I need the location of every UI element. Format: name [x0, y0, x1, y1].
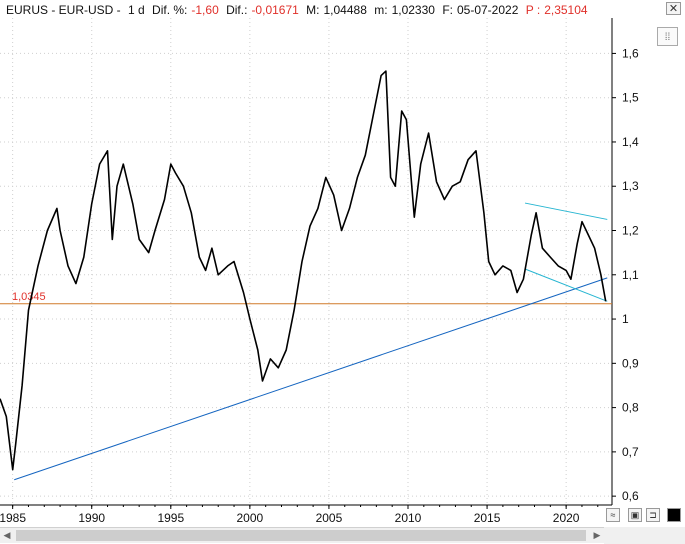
dif-value: -0,01671	[251, 3, 299, 17]
status-corner	[604, 527, 685, 544]
price-series	[0, 70, 607, 471]
min-label: m:	[374, 3, 388, 17]
y-tick-label: 0,8	[622, 401, 639, 415]
horizontal-level: 1,0345	[0, 291, 612, 305]
x-tick-label: 2010	[395, 511, 422, 525]
price-chart[interactable]: 0,6 0,7 0,8 0,9 1 1,1 1,2 1,3 1,4 1,5 1,6 1985 1990…	[0, 0, 685, 527]
horizontal-scrollbar[interactable]: ◀ ▶	[0, 527, 604, 543]
maximize-icon[interactable]: ⊐	[646, 508, 660, 522]
trendline-channel-lower[interactable]	[524, 268, 608, 302]
grid-lines	[0, 18, 612, 505]
x-tick-label: 1995	[157, 511, 184, 525]
x-tick-label: 2005	[316, 511, 343, 525]
trendlines	[14, 202, 608, 481]
y-tick-label: 1,5	[622, 91, 639, 105]
x-tick-label: 2015	[474, 511, 501, 525]
chart-header: EURUS - EUR-USD - 1 d Dif. %: -1,60 Dif.:…	[6, 3, 592, 17]
x-tick-label: 1985	[0, 511, 26, 525]
price-value: 2,35104	[544, 3, 588, 17]
y-tick-label: 1,2	[622, 224, 639, 238]
x-axis-ticks: 1985 1990 1995 2000 2005 2010 2015 2020	[0, 505, 599, 525]
y-tick-label: 0,9	[622, 356, 639, 370]
interval-label[interactable]: 1 d	[128, 3, 145, 17]
color-swatch-icon[interactable]	[667, 508, 681, 522]
x-tick-label: 1990	[78, 511, 105, 525]
date-label: F:	[442, 3, 453, 17]
max-value: 1,04488	[323, 3, 367, 17]
pin-icon[interactable]: ≈	[606, 508, 620, 522]
price-label: P :	[525, 3, 541, 17]
level-label: 1,0345	[12, 291, 46, 303]
y-tick-label: 1	[622, 312, 629, 326]
dif-label: Dif.:	[226, 3, 248, 17]
y-tick-label: 1,1	[622, 268, 639, 282]
scroll-right-arrow-icon[interactable]: ▶	[593, 530, 601, 540]
max-label: M:	[306, 3, 320, 17]
y-tick-label: 0,6	[622, 489, 639, 503]
min-value: 1,02330	[391, 3, 435, 17]
chart-scale-icon[interactable]: ⁞⁞	[657, 27, 678, 46]
trendline-support[interactable]	[14, 277, 608, 481]
price-line	[0, 70, 607, 471]
x-tick-label: 2000	[237, 511, 264, 525]
trendline-channel-upper[interactable]	[524, 202, 608, 220]
dif-pct-label: Dif. %:	[152, 3, 188, 17]
symbol-label: EURUS - EUR-USD -	[6, 3, 121, 17]
save-icon[interactable]: ▣	[628, 508, 642, 522]
y-tick-label: 1,4	[622, 135, 639, 149]
dif-pct-value: -1,60	[191, 3, 219, 17]
x-tick-label: 2020	[553, 511, 580, 525]
y-tick-label: 1,6	[622, 46, 639, 60]
date-value: 05-07-2022	[456, 3, 519, 17]
y-tick-label: 0,7	[622, 445, 639, 459]
scroll-thumb[interactable]	[16, 530, 586, 541]
y-axis-ticks: 0,6 0,7 0,8 0,9 1 1,1 1,2 1,3 1,4 1,5 1,6	[612, 46, 639, 503]
close-button[interactable]: ✕	[666, 2, 681, 15]
scroll-left-arrow-icon[interactable]: ◀	[3, 530, 11, 540]
y-tick-label: 1,3	[622, 179, 639, 193]
